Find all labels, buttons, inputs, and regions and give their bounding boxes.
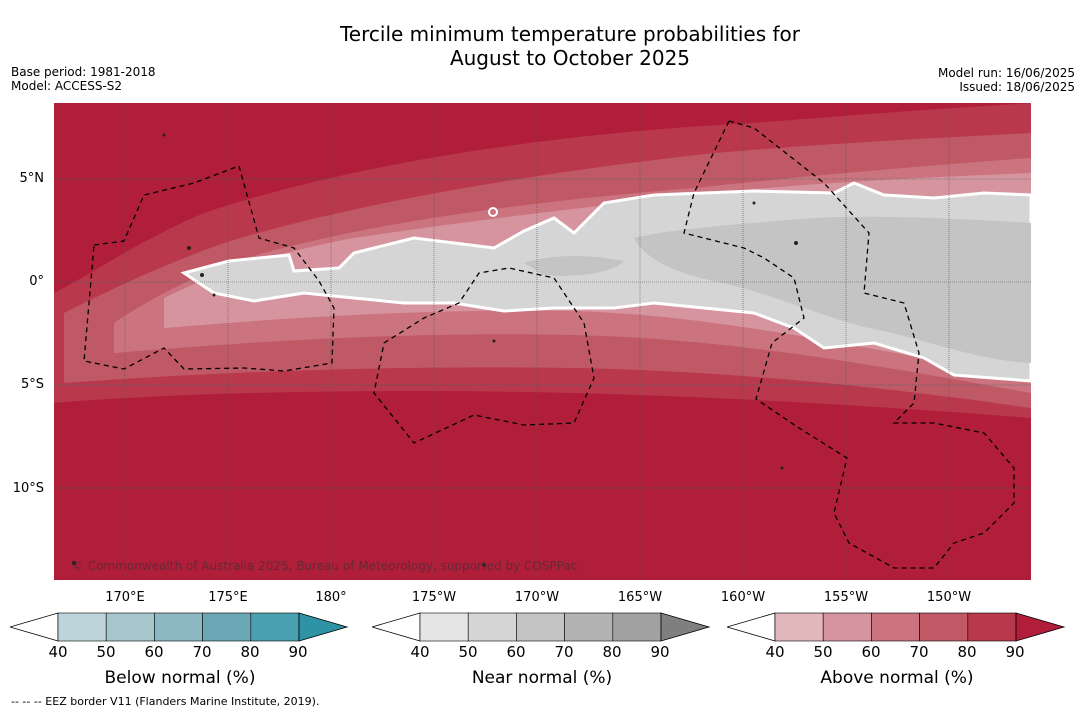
lon-label-160w: 160°W: [720, 590, 766, 605]
lat-label-equator: 0°: [29, 274, 44, 289]
island: [780, 466, 784, 470]
near-normal-60-patch: [634, 216, 1031, 363]
colorbar-extension-high: [298, 612, 349, 642]
metadata-left: Base period: 1981-2018 Model: ACCESS-S2: [11, 65, 156, 93]
lat-label-5s: 5°S: [20, 377, 44, 392]
eez-border-tuvalu: [373, 267, 595, 444]
lat-label-10s: 10°S: [12, 481, 44, 496]
eez-borders: [83, 120, 1015, 569]
model-name: Model: ACCESS-S2: [11, 79, 123, 93]
issued-date: Issued: 18/06/2025: [959, 80, 1075, 94]
island: [72, 561, 76, 565]
island: [482, 563, 486, 567]
colorbar-title-above: Above normal (%): [820, 668, 974, 688]
tick-above-80: 80: [957, 643, 977, 661]
islands: [72, 133, 798, 567]
colorbar-segment: [612, 612, 662, 642]
island: [212, 293, 216, 297]
colorbar-extension-high: [660, 612, 711, 642]
island: [200, 273, 204, 277]
island: [752, 201, 756, 205]
lon-label-165w: 165°W: [617, 590, 663, 605]
colorbar-segment: [467, 612, 517, 642]
colorbar-extension-low: [10, 612, 59, 642]
eez-border-line-islands: [683, 120, 1015, 569]
tick-above-70: 70: [909, 643, 929, 661]
tick-above-40: 40: [765, 643, 785, 661]
colorbar-extension-low: [727, 612, 776, 642]
colorbar-extension-high: [1015, 612, 1066, 642]
tick-below-80: 80: [240, 643, 260, 661]
tick-below-60: 60: [144, 643, 164, 661]
island: [162, 133, 166, 137]
lon-label-155w: 155°W: [823, 590, 869, 605]
title-line-2: August to October 2025: [449, 46, 691, 70]
colorbar-near-normal: [372, 612, 711, 642]
graticule: [54, 103, 1031, 580]
eez-border-kiribati-gilbert: [83, 165, 335, 372]
title-line-1: Tercile minimum temperature probabilitie…: [339, 22, 801, 46]
base-period: Base period: 1981-2018: [11, 65, 156, 79]
tick-near-40: 40: [410, 643, 430, 661]
tick-near-70: 70: [554, 643, 574, 661]
colorbar-extension-low: [372, 612, 421, 642]
metadata-right: Model run: 16/06/2025 Issued: 18/06/2025: [938, 66, 1075, 94]
probability-map: [54, 103, 1031, 580]
colorbar-segment: [105, 612, 155, 642]
colorbar-segment: [822, 612, 872, 642]
tick-below-90: 90: [288, 643, 308, 661]
tick-below-50: 50: [96, 643, 116, 661]
tick-above-60: 60: [861, 643, 881, 661]
tick-below-70: 70: [192, 643, 212, 661]
colorbar-below-normal: [10, 612, 349, 642]
tick-above-50: 50: [813, 643, 833, 661]
island: [492, 339, 496, 343]
copyright-notice: © Commonwealth of Australia 2025, Bureau…: [72, 559, 578, 573]
colorbar-title-near: Near normal (%): [471, 668, 613, 688]
white-contour-ring: [488, 207, 498, 217]
model-run: Model run: 16/06/2025: [937, 66, 1075, 80]
colorbar-segment: [202, 612, 252, 642]
near-normal-60-patch-small: [524, 256, 624, 276]
colorbar-segment: [250, 612, 300, 642]
tick-below-40: 40: [48, 643, 68, 661]
colorbar-segment: [516, 612, 565, 642]
tick-near-80: 80: [602, 643, 622, 661]
lon-label-175e: 175°E: [208, 590, 248, 605]
lon-label-180: 180°: [315, 590, 347, 605]
colorbar-title-below: Below normal (%): [104, 668, 256, 688]
lon-label-150w: 150°W: [926, 590, 972, 605]
tick-near-50: 50: [458, 643, 478, 661]
colorbar-segment: [871, 612, 920, 642]
eez-footnote: -- -- -- EEZ border V11 (Flanders Marine…: [11, 695, 320, 708]
colorbar-segment: [774, 612, 824, 642]
island: [187, 246, 191, 250]
colorbar-segment: [564, 612, 614, 642]
chart-title: Tercile minimum temperature probabilitie…: [0, 22, 1085, 70]
tick-above-90: 90: [1005, 643, 1025, 661]
lon-label-175w: 175°W: [411, 590, 457, 605]
tick-near-90: 90: [650, 643, 670, 661]
colorbar-segment: [967, 612, 1017, 642]
island: [794, 241, 798, 245]
lat-label-5n: 5°N: [19, 171, 45, 186]
colorbar-segment: [919, 612, 969, 642]
colorbar-segment: [57, 612, 107, 642]
colorbar-segment: [419, 612, 469, 642]
colorbar-segment: [154, 612, 203, 642]
lon-label-170e: 170°E: [105, 590, 145, 605]
lon-label-170w: 170°W: [514, 590, 560, 605]
colorbar-above-normal: [727, 612, 1066, 642]
tick-near-60: 60: [506, 643, 526, 661]
